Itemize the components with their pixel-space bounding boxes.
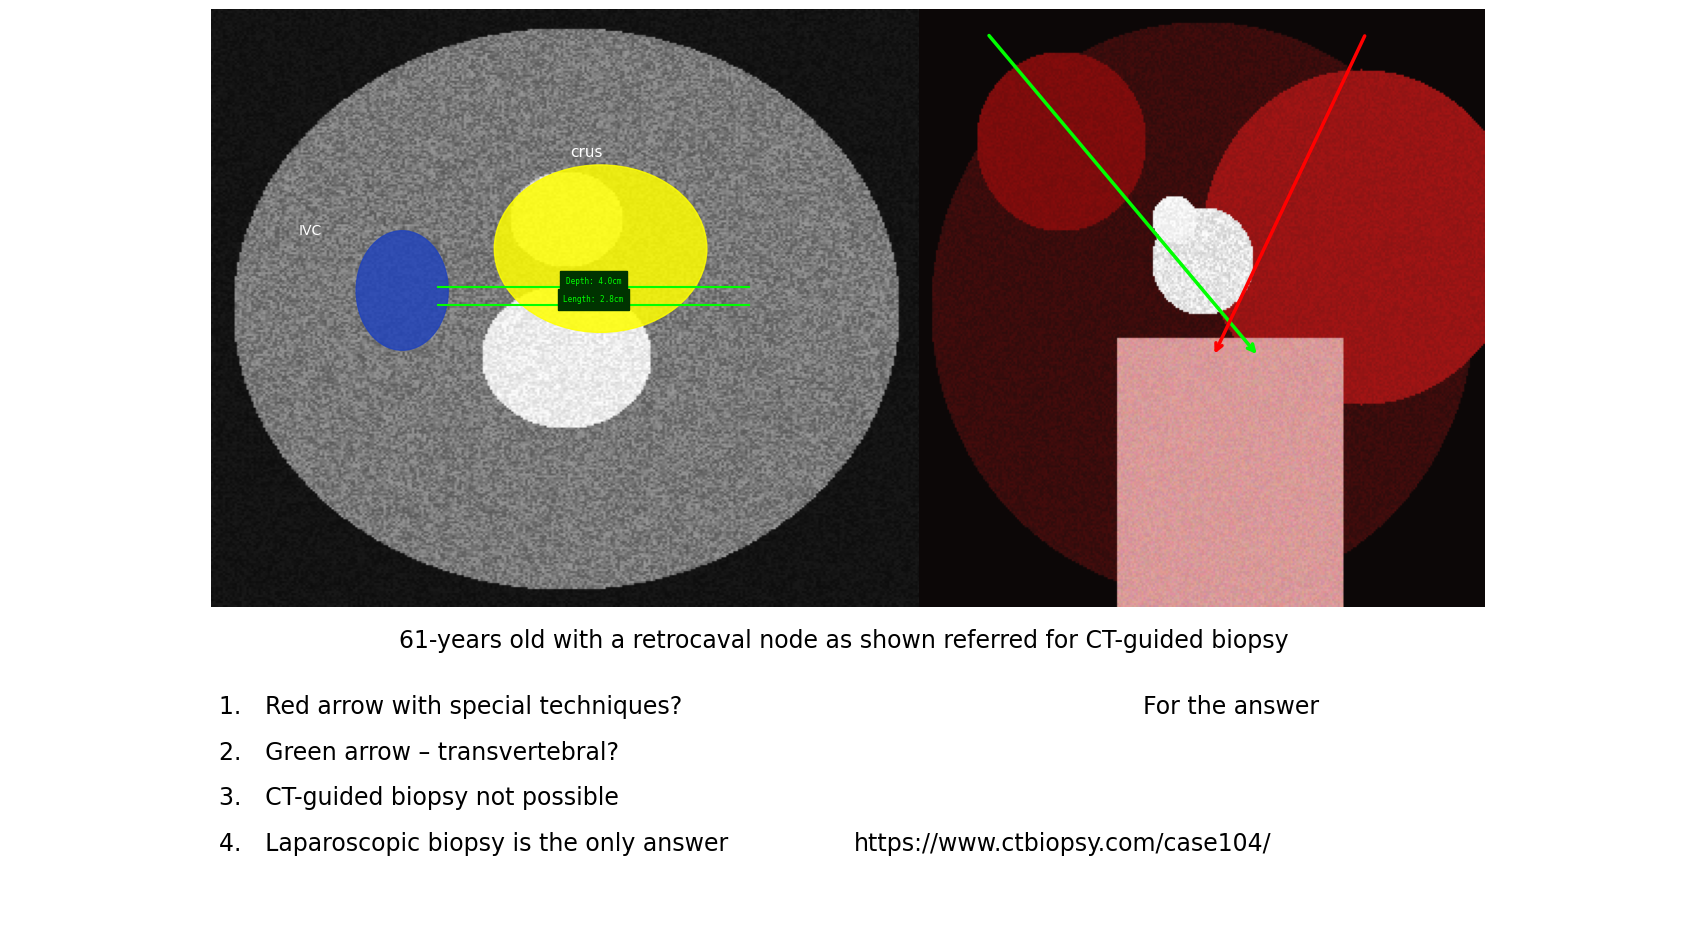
Text: 61-years old with a retrocaval node as shown referred for CT-guided biopsy: 61-years old with a retrocaval node as s… [398, 628, 1289, 653]
Ellipse shape [356, 231, 449, 350]
Text: https://www.ctbiopsy.com/case104/: https://www.ctbiopsy.com/case104/ [854, 831, 1272, 856]
Text: 1.  Red arrow with special techniques?: 1. Red arrow with special techniques? [219, 695, 683, 719]
Text: crus: crus [570, 145, 602, 160]
Text: IVC: IVC [299, 224, 322, 237]
Text: 4.  Laparoscopic biopsy is the only answer: 4. Laparoscopic biopsy is the only answe… [219, 831, 729, 856]
Text: 3.  CT-guided biopsy not possible: 3. CT-guided biopsy not possible [219, 786, 619, 810]
Text: Length: 2.8cm: Length: 2.8cm [563, 295, 624, 304]
Text: Depth: 4.0cm: Depth: 4.0cm [565, 277, 621, 286]
Text: 2.  Green arrow – transvertebral?: 2. Green arrow – transvertebral? [219, 740, 619, 765]
Ellipse shape [494, 165, 707, 332]
Text: For the answer: For the answer [1144, 695, 1319, 719]
